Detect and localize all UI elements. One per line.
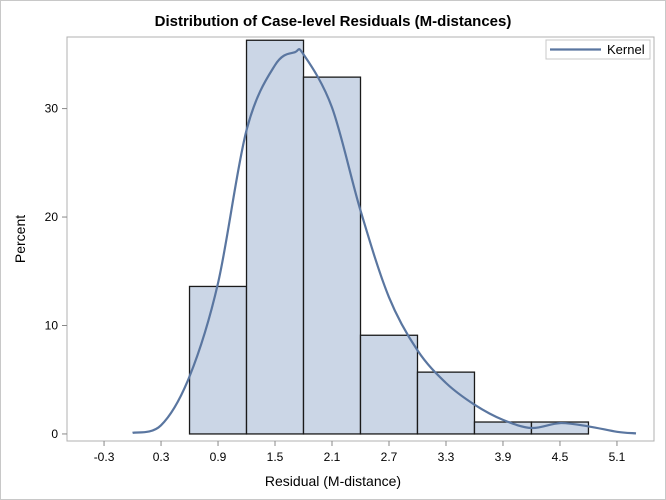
x-tick-label: 0.3 bbox=[153, 450, 170, 464]
plot-frame bbox=[66, 36, 655, 442]
y-tick-label: 10 bbox=[45, 318, 59, 332]
histogram-bar bbox=[473, 421, 533, 435]
histogram-bar bbox=[416, 371, 476, 435]
x-tick-label: 2.1 bbox=[324, 450, 341, 464]
x-tick-label: 2.7 bbox=[381, 450, 398, 464]
histogram-bar bbox=[188, 285, 248, 435]
x-tick-label: 0.9 bbox=[210, 450, 227, 464]
chart-title: Distribution of Case-level Residuals (M-… bbox=[155, 13, 512, 30]
x-tick-label: 5.1 bbox=[609, 450, 626, 464]
legend-kernel-label: Kernel bbox=[607, 42, 645, 57]
x-tick-label: 3.9 bbox=[495, 450, 512, 464]
x-tick-label: -0.3 bbox=[94, 450, 115, 464]
x-tick-label: 1.5 bbox=[267, 450, 284, 464]
kernel-density-line bbox=[132, 48, 637, 435]
x-tick-label: 3.3 bbox=[438, 450, 455, 464]
histogram-bar bbox=[359, 334, 419, 435]
histogram-bar bbox=[302, 76, 362, 435]
y-tick-label: 30 bbox=[45, 102, 59, 116]
x-axis-label: Residual (M-distance) bbox=[265, 473, 401, 489]
y-axis-label: Percent bbox=[12, 215, 28, 263]
histogram-bar bbox=[245, 39, 305, 435]
legend: Kernel bbox=[545, 39, 651, 60]
y-tick-label: 20 bbox=[45, 210, 59, 224]
y-tick-label: 0 bbox=[51, 427, 58, 441]
x-tick-label: 4.5 bbox=[552, 450, 569, 464]
